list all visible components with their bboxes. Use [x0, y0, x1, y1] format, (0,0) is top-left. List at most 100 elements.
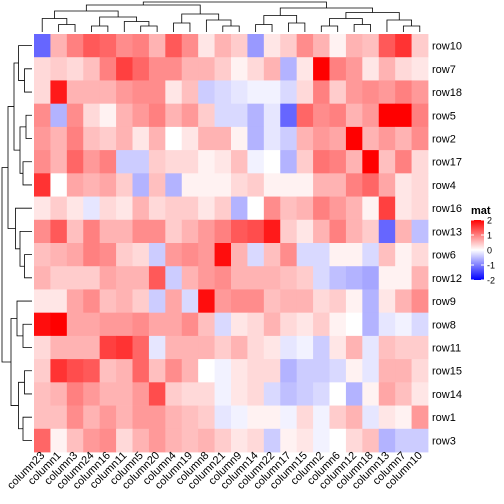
heatmap-cell — [34, 289, 51, 314]
heatmap-cell — [34, 335, 51, 360]
heatmap-cell — [34, 150, 51, 174]
heatmap-cell — [395, 359, 412, 383]
heatmap-cell — [132, 173, 150, 197]
heatmap-cell — [345, 428, 363, 453]
heatmap-cell — [181, 359, 199, 383]
heatmap-cell — [231, 196, 248, 221]
heatmap-cell — [411, 243, 429, 267]
row-dendrogram — [1, 45, 32, 441]
heatmap-cell — [83, 382, 101, 406]
row-label: row13 — [432, 226, 462, 238]
heatmap-cell — [165, 126, 183, 151]
heatmap-cell — [198, 266, 215, 290]
heatmap-cell — [263, 80, 281, 105]
heatmap-cell — [395, 34, 412, 58]
heatmap-cell — [83, 80, 101, 105]
heatmap-cell — [329, 266, 347, 290]
heatmap-cell — [231, 34, 248, 58]
heatmap-cell — [296, 196, 314, 221]
heatmap-cell — [198, 405, 215, 430]
heatmap-cell — [165, 243, 183, 267]
heatmap-cell — [214, 266, 232, 290]
heatmap-cell — [378, 289, 396, 314]
heatmap-cell — [198, 57, 215, 81]
heatmap-cell — [345, 405, 363, 430]
heatmap-cell — [50, 289, 68, 314]
heatmap-cell — [263, 57, 281, 81]
heatmap-cell — [296, 126, 314, 151]
heatmap-cell — [247, 266, 265, 290]
heatmap-cell — [214, 103, 232, 128]
heatmap-cell — [411, 405, 429, 430]
heatmap-cell — [378, 428, 396, 453]
heatmap-cell — [313, 126, 330, 151]
heatmap-cell — [181, 34, 199, 58]
heatmap-cell — [116, 34, 133, 58]
heatmap-cell — [329, 173, 347, 197]
heatmap-cell — [263, 243, 281, 267]
heatmap-cell — [34, 405, 51, 430]
heatmap-cell — [116, 57, 133, 81]
heatmap-cell — [313, 428, 330, 453]
heatmap-cell — [132, 219, 150, 244]
heatmap-cell — [378, 405, 396, 430]
heatmap-cell — [198, 312, 215, 337]
heatmap-cell — [296, 243, 314, 267]
heatmap-cell — [329, 34, 347, 58]
heatmap-cell — [231, 126, 248, 151]
heatmap-cell — [165, 150, 183, 174]
heatmap-cell — [50, 359, 68, 383]
heatmap-cell — [99, 126, 117, 151]
heatmap-cell — [165, 405, 183, 430]
heatmap-cell — [247, 382, 265, 406]
heatmap-cell — [165, 428, 183, 453]
heatmap-cell — [329, 80, 347, 105]
heatmap-cell — [99, 382, 117, 406]
dendrogram-branch — [288, 22, 306, 32]
heatmap-cell — [66, 57, 84, 81]
heatmap-cell — [378, 103, 396, 128]
dendrogram-branch — [142, 1, 327, 8]
heatmap-cell — [231, 80, 248, 105]
heatmap-cell — [198, 289, 215, 314]
heatmap-cell — [263, 173, 281, 197]
heatmap-cell — [83, 219, 101, 244]
heatmap-cell — [99, 80, 117, 105]
heatmap-cell — [231, 57, 248, 81]
heatmap-cell — [99, 196, 117, 221]
heatmap-cell — [247, 359, 265, 383]
heatmap-cell — [165, 34, 183, 58]
heatmap-cell — [362, 312, 380, 337]
heatmap-cell — [148, 103, 166, 128]
heatmap-cell — [34, 126, 51, 151]
heatmap-cell — [411, 173, 429, 197]
heatmap-cell — [148, 57, 166, 81]
heatmap-cell — [165, 80, 183, 105]
heatmap-cell — [116, 428, 133, 453]
heatmap-cell — [247, 103, 265, 128]
heatmap-cell — [116, 173, 133, 197]
heatmap-cell — [181, 57, 199, 81]
heatmap-cell — [296, 173, 314, 197]
heatmap-cell — [263, 382, 281, 406]
heatmap-cell — [66, 196, 84, 221]
heatmap-cell — [378, 57, 396, 81]
dendrogram-branch — [353, 24, 371, 32]
column-labels: column23column1column3column24column16co… — [5, 450, 425, 492]
heatmap-cell — [214, 382, 232, 406]
heatmap-cell — [296, 266, 314, 290]
heatmap-cell — [50, 335, 68, 360]
heatmap-cell — [34, 196, 51, 221]
dendrogram-branch — [1, 167, 11, 363]
heatmap-cell — [83, 359, 101, 383]
heatmap-cell — [313, 335, 330, 360]
heatmap-cell — [181, 150, 199, 174]
heatmap-cell — [83, 266, 101, 290]
heatmap-cell — [313, 382, 330, 406]
heatmap-cell — [148, 428, 166, 453]
heatmap-cell — [263, 428, 281, 453]
column-dendrogram — [41, 1, 421, 32]
heatmap-cell — [34, 103, 51, 128]
heatmap-cell — [395, 428, 412, 453]
heatmap-cell — [247, 289, 265, 314]
